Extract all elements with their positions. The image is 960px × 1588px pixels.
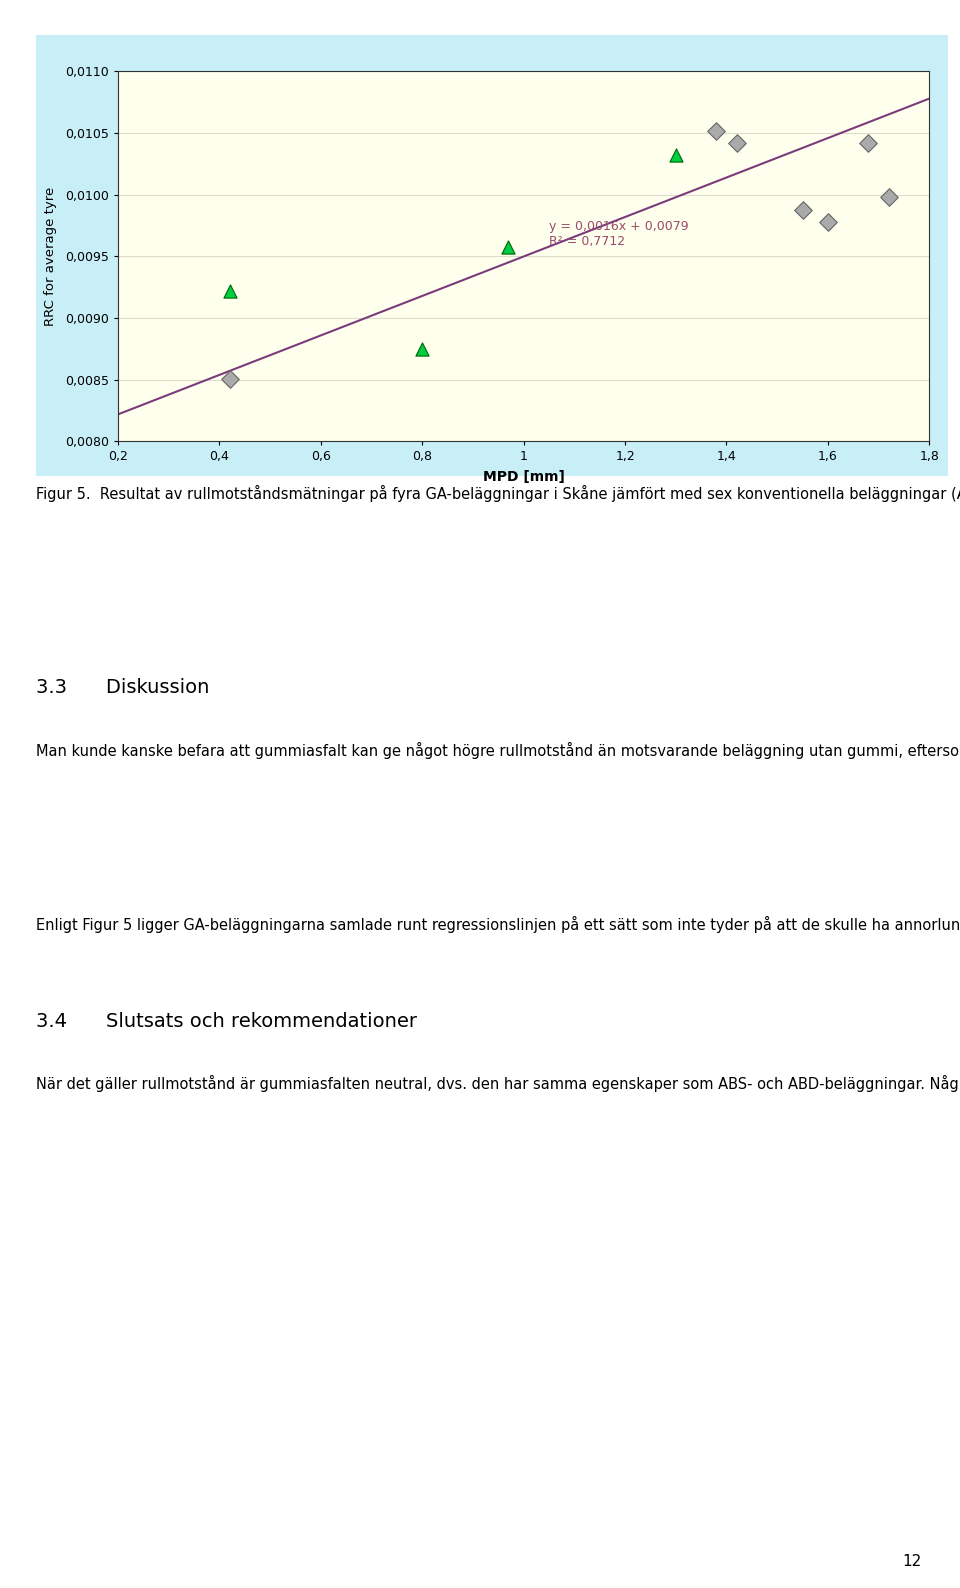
Y-axis label: RRC for average tyre: RRC for average tyre <box>44 187 57 326</box>
Text: Man kunde kanske befara att gummiasfalt kan ge något högre rullmotstånd än motsv: Man kunde kanske befara att gummiasfalt … <box>36 742 960 759</box>
Text: 12: 12 <box>902 1555 922 1569</box>
Text: y = 0,0016x + 0,0079
R² = 0,7712: y = 0,0016x + 0,0079 R² = 0,7712 <box>549 221 688 248</box>
Point <box>861 130 876 156</box>
Text: När det gäller rullmotstånd är gummiasfalten neutral, dvs. den har samma egenska: När det gäller rullmotstånd är gummiasfa… <box>36 1075 960 1093</box>
Point <box>729 130 744 156</box>
Point <box>820 210 835 235</box>
Point <box>708 118 724 143</box>
Text: 3.4  Slutsats och rekommendationer: 3.4 Slutsats och rekommendationer <box>36 1012 418 1031</box>
Point <box>222 365 237 391</box>
Point <box>501 233 516 259</box>
Point <box>415 337 430 362</box>
Point <box>222 278 237 303</box>
Text: Enligt Figur 5 ligger GA-beläggningarna samlade runt regressionslinjen på ett sä: Enligt Figur 5 ligger GA-beläggningarna … <box>36 916 960 934</box>
Point <box>795 197 810 222</box>
X-axis label: MPD [mm]: MPD [mm] <box>483 470 564 484</box>
Text: 3.3  Diskussion: 3.3 Diskussion <box>36 678 210 697</box>
Point <box>881 184 897 210</box>
Point <box>668 143 684 168</box>
Text: Figur 5.  Resultat av rullmotståndsmätningar på fyra GA-beläggningar i Skåne jäm: Figur 5. Resultat av rullmotståndsmätnin… <box>36 484 960 502</box>
